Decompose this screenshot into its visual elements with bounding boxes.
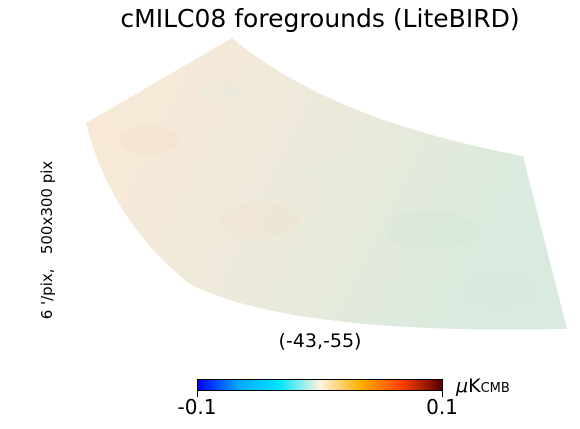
colorbar-min-label: -0.1	[177, 395, 217, 419]
unit-prefix: μ	[456, 375, 469, 397]
plot-title: cMILC08 foregrounds (LiteBIRD)	[120, 4, 520, 33]
center-coordinates: (-43,-55)	[278, 330, 362, 352]
unit-main: K	[468, 375, 481, 397]
colorbar	[197, 379, 443, 391]
colorbar-max-tick	[442, 391, 443, 397]
map-texture	[120, 80, 535, 306]
colorbar-max-label: 0.1	[426, 395, 458, 419]
map-region	[86, 38, 567, 330]
colorbar-unit: μKCMB	[456, 375, 510, 397]
unit-subscript: CMB	[480, 381, 510, 396]
colorbar-min-tick	[197, 391, 198, 397]
